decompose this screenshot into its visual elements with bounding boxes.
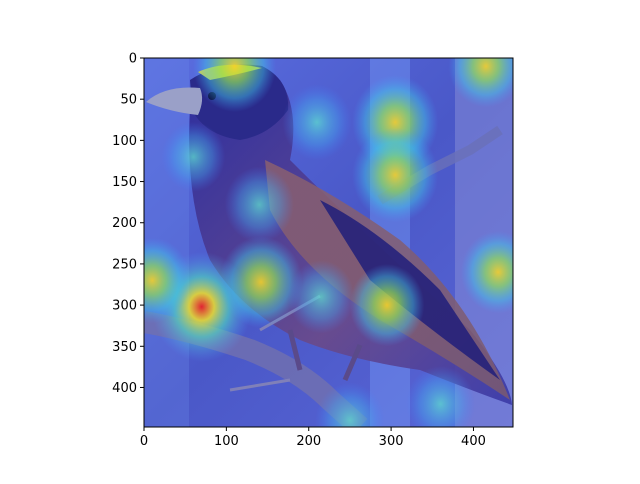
x-tick-label: 300 [379,434,404,449]
heatmap-hotspot [144,237,192,324]
x-tick-label: 0 [140,434,148,449]
heatmap-hotspot [287,260,355,334]
heatmap-hotspot [282,84,352,161]
y-tick-label: 250 [112,257,137,272]
heatmap-hotspot [352,127,439,223]
heatmap-hotspot [448,58,513,108]
heatmap-hotspot [460,231,513,314]
y-tick-label: 100 [112,134,137,149]
heatmap-hotspot [224,166,294,243]
y-tick-label: 350 [112,340,137,355]
heatmap-hotspot [193,58,277,112]
y-tick-label: 400 [112,381,137,396]
x-tick-label: 100 [214,434,239,449]
x-tick-label: 400 [461,434,486,449]
heatmap-hotspot [349,263,425,347]
y-tick-label: 150 [112,175,137,190]
heatmap-hotspot [405,365,476,427]
y-tick-label: 300 [112,299,137,314]
heatmap-hotspot [219,236,303,328]
x-tick-label: 200 [296,434,321,449]
heatmap-overlay [144,58,513,427]
y-axis: 0 50 100 150 200 250 300 350 400 [112,52,144,396]
axes-frame [143,57,514,428]
bird-heatmap-image [144,58,513,427]
heatmap-hotspot [315,382,385,427]
heatmap-hotspot [161,121,226,192]
y-tick-label: 0 [129,52,137,67]
y-tick-label: 50 [120,93,137,108]
y-tick-label: 200 [112,216,137,231]
x-axis: 0 100 200 300 400 [140,427,486,449]
